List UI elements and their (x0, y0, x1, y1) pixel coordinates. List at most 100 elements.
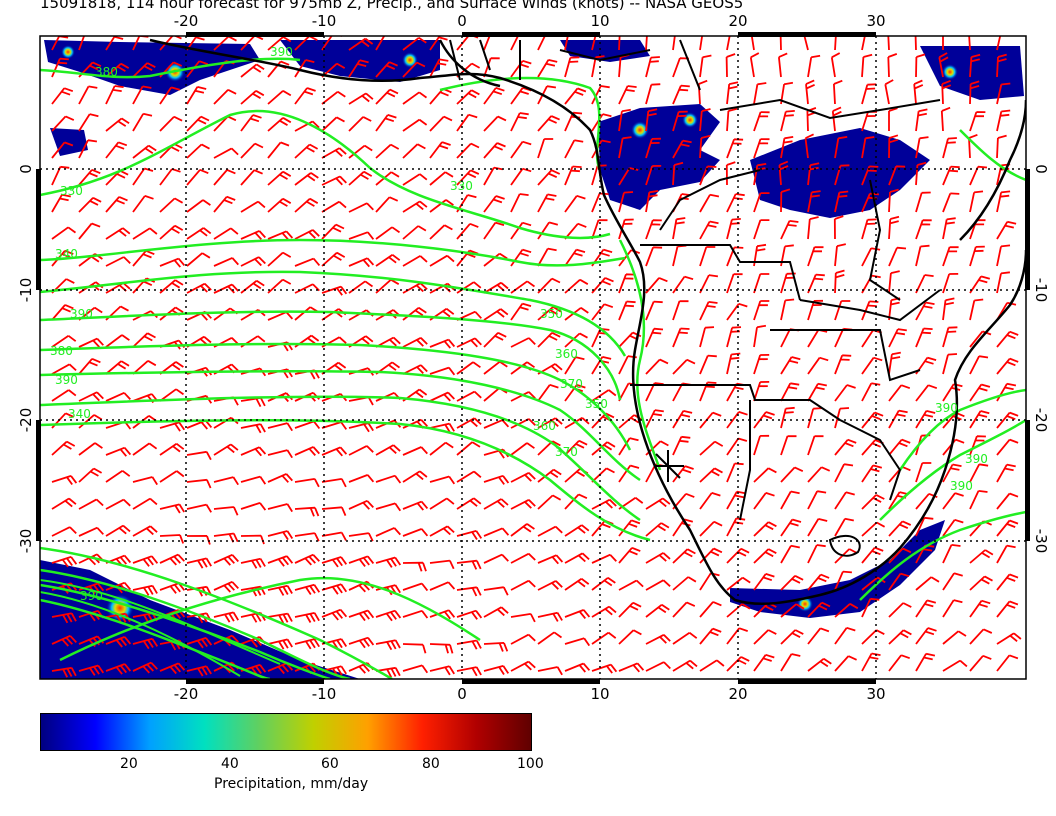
lat-ticks-right: 0 -10 -20 -30 (1032, 164, 1050, 553)
wind-barb (807, 246, 824, 267)
wind-barb (51, 57, 69, 78)
lon-tick-label: 0 (457, 685, 467, 700)
wind-barb (699, 193, 720, 213)
lon-tick-label: 10 (590, 685, 609, 700)
wind-barb (132, 476, 158, 486)
wind-barb (375, 474, 402, 484)
wind-barb (510, 523, 535, 537)
wind-barb (78, 442, 103, 456)
wind-barb (294, 229, 320, 240)
lon-ticks-bottom: -20 -10 0 10 20 30 (174, 685, 886, 700)
wind-barb (132, 612, 158, 624)
colorbar-tick-label: 80 (422, 756, 440, 772)
wind-barb (294, 478, 320, 488)
wind-barb (483, 308, 509, 321)
wind-barb (915, 244, 930, 267)
wind-barb (402, 470, 428, 483)
wind-barb (213, 147, 239, 159)
precip-area-central (598, 104, 720, 210)
wind-barb (78, 337, 104, 348)
wind-barb (780, 574, 804, 591)
wind-barb (672, 382, 692, 402)
wind-barb (267, 170, 292, 186)
wind-barb (753, 521, 777, 537)
wind-barb (402, 528, 429, 537)
wind-barb (807, 657, 832, 672)
wind-barb (186, 86, 207, 105)
wind-barb (483, 36, 499, 51)
wind-barb (483, 642, 509, 652)
wind-barb (672, 410, 693, 429)
lon-tick-label: 30 (866, 685, 885, 700)
wind-barb (834, 626, 856, 645)
wind-barb (753, 653, 775, 672)
wind-barb (375, 278, 400, 294)
wind-barb (996, 36, 1002, 51)
wind-barb (321, 506, 347, 516)
contour-line (40, 369, 641, 482)
chart-title: 15091818, 114 hour forecast for 975mb Z,… (40, 0, 744, 12)
wind-barb (726, 462, 744, 483)
wind-barb (240, 397, 266, 408)
wind-barb (375, 502, 402, 512)
wind-barb (726, 107, 738, 132)
wind-barb (672, 110, 688, 132)
wind-barb (267, 141, 290, 159)
wind-barb (968, 133, 978, 159)
wind-barb (672, 57, 689, 78)
wind-barb (537, 193, 557, 213)
wind-barb (510, 86, 532, 105)
wind-barb (186, 115, 210, 132)
wind-barb (996, 53, 1007, 78)
wind-barb (780, 490, 800, 510)
wind-barb (564, 417, 590, 429)
contour-line (859, 510, 1026, 601)
wind-barb (834, 354, 852, 375)
wind-barb (78, 582, 105, 595)
wind-barb (564, 278, 589, 294)
wind-barb (213, 580, 239, 593)
wind-barb (132, 85, 152, 105)
wind-barb (105, 360, 130, 375)
wind-barb (591, 85, 610, 105)
wind-barb (294, 612, 320, 623)
wind-barb (240, 423, 266, 434)
map-plot: 330 3303403503603703803903403503603703803… (17, 12, 1050, 700)
wind-barb (429, 366, 456, 376)
wind-barb (510, 280, 536, 294)
wind-barb (537, 59, 558, 78)
wind-barb (483, 419, 510, 429)
wind-barb (456, 142, 480, 159)
wind-barb (942, 544, 961, 564)
wind-barb (861, 53, 873, 78)
wind-barb (240, 230, 266, 240)
wind-barb (942, 659, 968, 672)
lat-ticks-left: 0 -10 -20 -30 (17, 164, 35, 553)
wind-barb (267, 251, 292, 267)
wind-barb (780, 220, 799, 240)
wind-barb (267, 117, 292, 132)
wind-barb (645, 36, 648, 51)
wind-barb (915, 384, 938, 402)
wind-barb (429, 475, 456, 485)
wind-barb (780, 406, 795, 429)
wind-barb (456, 497, 482, 510)
wind-barb (186, 478, 212, 489)
colorbar-tick-label: 40 (221, 756, 239, 772)
wind-barb (483, 115, 507, 132)
wind-barb (375, 609, 402, 622)
wind-barb (726, 302, 748, 321)
contour-line (40, 310, 622, 401)
wind-barb (186, 282, 212, 294)
wind-barb (402, 37, 427, 51)
contour-label: 350 (540, 307, 563, 321)
wind-barb (321, 531, 347, 541)
contour-line (40, 419, 651, 542)
wind-barb (996, 382, 1017, 402)
wind-barb (186, 227, 212, 240)
wind-barb (213, 416, 239, 429)
wind-barb (429, 254, 455, 267)
wind-barb (888, 107, 898, 131)
wind-barb (618, 355, 637, 375)
wind-barb (968, 36, 971, 51)
